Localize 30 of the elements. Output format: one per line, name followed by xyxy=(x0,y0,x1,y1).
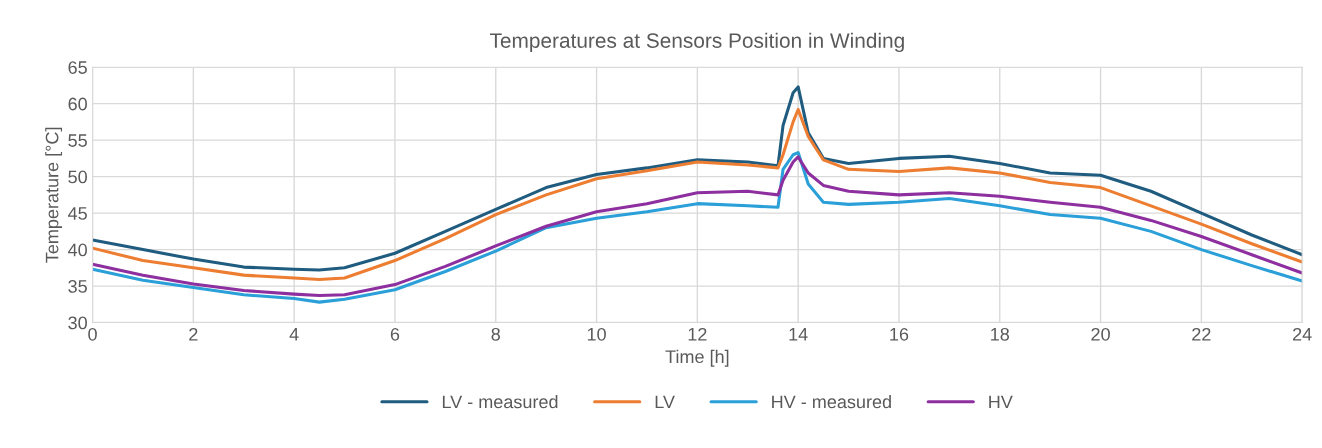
y-axis-title: Temperature [°C] xyxy=(45,127,63,263)
x-tick-label: 8 xyxy=(491,327,500,341)
x-tick-label: 10 xyxy=(587,327,606,341)
y-tick-label: 65 xyxy=(68,61,87,74)
y-tick-label: 50 xyxy=(68,170,87,184)
y-tick-label: 45 xyxy=(68,207,87,220)
x-tick-label: 18 xyxy=(991,327,1010,341)
x-tick-label: 20 xyxy=(1091,327,1110,341)
line-series xyxy=(92,85,1303,272)
legend-label: LV xyxy=(655,395,675,409)
legend-label: LV - measured xyxy=(442,394,558,409)
chart-title: Temperatures at Sensors Position in Winding xyxy=(489,32,904,53)
y-tick-label: 60 xyxy=(68,97,87,111)
x-axis-title: Time [h] xyxy=(665,349,729,367)
legend-label: HV xyxy=(989,395,1013,409)
x-tick-label: 12 xyxy=(688,327,707,341)
x-tick-label: 14 xyxy=(789,328,808,341)
x-tick-label: 16 xyxy=(890,327,909,341)
x-tick-label: 2 xyxy=(189,327,198,341)
x-tick-label: 24 xyxy=(1293,327,1312,341)
x-tick-label: 6 xyxy=(390,327,400,341)
x-tick-label: 4 xyxy=(289,328,299,341)
y-tick-label: 30 xyxy=(68,316,87,330)
y-tick-label: 40 xyxy=(68,243,87,257)
y-tick-label: 35 xyxy=(68,280,87,293)
x-tick-label: 0 xyxy=(88,327,97,341)
legend-label: HV - measured xyxy=(772,394,891,409)
y-tick-label: 55 xyxy=(68,134,87,147)
line-series xyxy=(92,107,1303,282)
x-tick-label: 22 xyxy=(1192,327,1211,341)
